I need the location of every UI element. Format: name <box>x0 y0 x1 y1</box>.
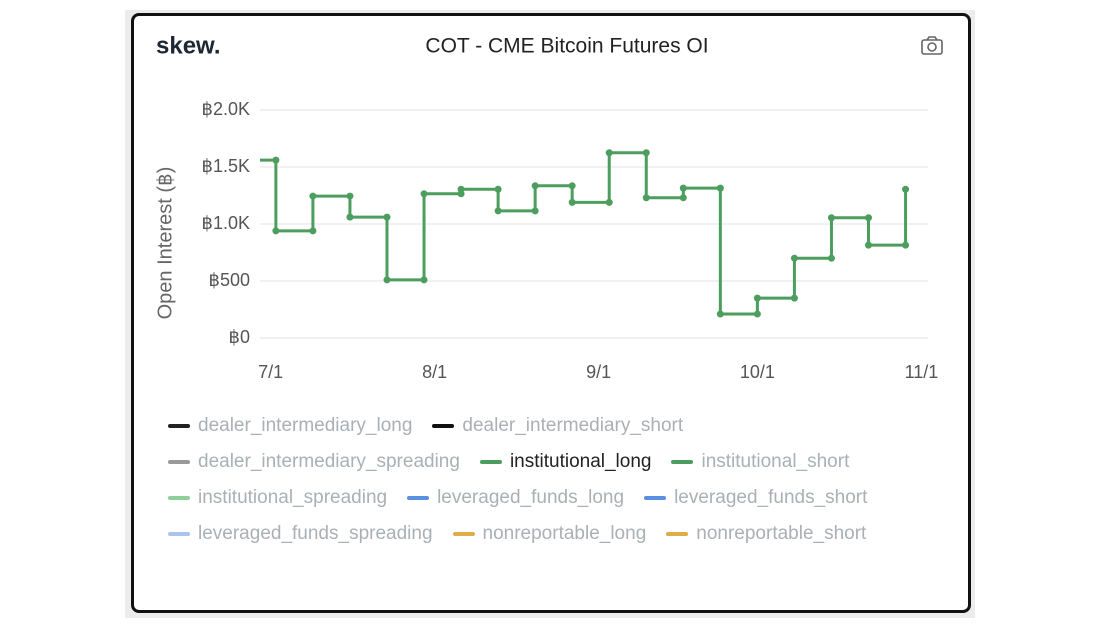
camera-icon[interactable] <box>921 36 943 55</box>
legend-item[interactable]: dealer_intermediary_short <box>432 414 683 438</box>
point-marker <box>605 149 613 157</box>
legend-label: leveraged_funds_short <box>674 487 868 508</box>
corner-marker <box>642 149 650 157</box>
legend-label: institutional_spreading <box>198 487 388 508</box>
x-tick-label: 9/1 <box>586 362 611 382</box>
corner-marker <box>309 227 317 235</box>
legend-swatch <box>479 460 502 464</box>
legend-label: dealer_intermediary_spreading <box>198 451 460 472</box>
legend-item[interactable]: nonreportable_short <box>666 522 866 546</box>
legend-label: leveraged_funds_long <box>437 487 625 508</box>
legend: dealer_intermediary_long dealer_intermedi… <box>168 414 958 546</box>
legend-item[interactable]: leveraged_funds_short <box>644 486 867 510</box>
card: skew. COT - CME Bitcoin Futures OI Open … <box>131 13 971 613</box>
legend-item[interactable]: nonreportable_long <box>452 522 647 546</box>
legend-label: nonreportable_long <box>482 523 647 544</box>
point-marker <box>716 310 724 318</box>
legend-item[interactable]: leveraged_funds_spreading <box>168 522 433 546</box>
legend-label: leveraged_funds_spreading <box>198 523 433 544</box>
y-tick-label: ฿500 <box>209 270 250 290</box>
point-marker <box>309 192 317 200</box>
legend-swatch <box>168 424 190 428</box>
corner-marker <box>346 192 354 200</box>
corner-marker <box>827 254 835 262</box>
point-marker <box>494 207 502 215</box>
y-tick-label: ฿2.0K <box>202 99 250 119</box>
corner-marker <box>531 207 539 215</box>
brand: skew. <box>156 32 221 59</box>
x-tick-label: 10/1 <box>740 362 775 382</box>
point-marker <box>753 294 761 302</box>
legend-item[interactable]: institutional_spreading <box>168 486 387 510</box>
legend-label: nonreportable_short <box>696 523 867 544</box>
point-marker <box>679 184 687 192</box>
corner-marker <box>753 310 761 318</box>
legend-swatch <box>666 532 689 536</box>
corner-marker <box>790 294 798 302</box>
x-tick-label: 7/1 <box>258 362 283 382</box>
corner-marker <box>865 214 873 222</box>
x-tick-label: 8/1 <box>422 362 447 382</box>
legend-swatch <box>644 496 667 500</box>
legend-item[interactable]: dealer_intermediary_spreading <box>168 450 460 474</box>
chart-title: COT - CME Bitcoin Futures OI <box>425 35 708 58</box>
legend-swatch <box>452 532 475 536</box>
legend-swatch <box>407 496 430 500</box>
point-marker <box>383 276 391 284</box>
point-marker <box>790 254 798 262</box>
legend-item[interactable]: institutional_long <box>479 450 652 474</box>
corner-marker <box>568 182 576 190</box>
point-marker <box>865 241 873 249</box>
x-tick-label: 11/1 <box>905 362 939 382</box>
corner-marker <box>716 184 724 192</box>
legend-label: institutional_short <box>701 451 850 472</box>
legend-item[interactable]: institutional_short <box>671 450 849 474</box>
point-marker <box>457 185 465 193</box>
y-tick-label: ฿0 <box>229 327 250 347</box>
legend-swatch <box>671 460 694 464</box>
point-marker <box>272 227 280 235</box>
legend-label: institutional_long <box>509 451 652 472</box>
point-marker <box>531 182 539 190</box>
corner-marker <box>420 276 428 284</box>
corner-marker <box>902 241 910 249</box>
legend-label: dealer_intermediary_long <box>198 415 413 436</box>
chart: skew. COT - CME Bitcoin Futures OI Open … <box>154 32 943 382</box>
point-marker <box>902 185 910 193</box>
legend-item[interactable]: dealer_intermediary_long <box>168 414 412 438</box>
legend-swatch <box>168 460 190 464</box>
legend-swatch <box>168 496 190 500</box>
series <box>260 149 910 318</box>
y-tick-label: ฿1.5K <box>202 156 250 176</box>
corner-marker <box>494 185 502 193</box>
legend-swatch <box>432 424 455 428</box>
corner-marker <box>605 198 613 206</box>
point-marker <box>642 194 650 202</box>
y-tick-label: ฿1.0K <box>202 213 250 233</box>
legend-item[interactable]: leveraged_funds_long <box>407 486 624 510</box>
step-line <box>260 151 908 316</box>
corner-marker <box>679 194 687 202</box>
corner-marker <box>272 156 280 164</box>
point-marker <box>568 198 576 206</box>
point-marker <box>420 190 428 198</box>
point-marker <box>827 214 835 222</box>
corner-marker <box>383 213 391 221</box>
legend-label: dealer_intermediary_short <box>462 415 684 436</box>
point-marker <box>346 213 354 221</box>
y-axis-label: Open Interest (฿) <box>154 167 176 320</box>
legend-swatch <box>168 532 190 536</box>
